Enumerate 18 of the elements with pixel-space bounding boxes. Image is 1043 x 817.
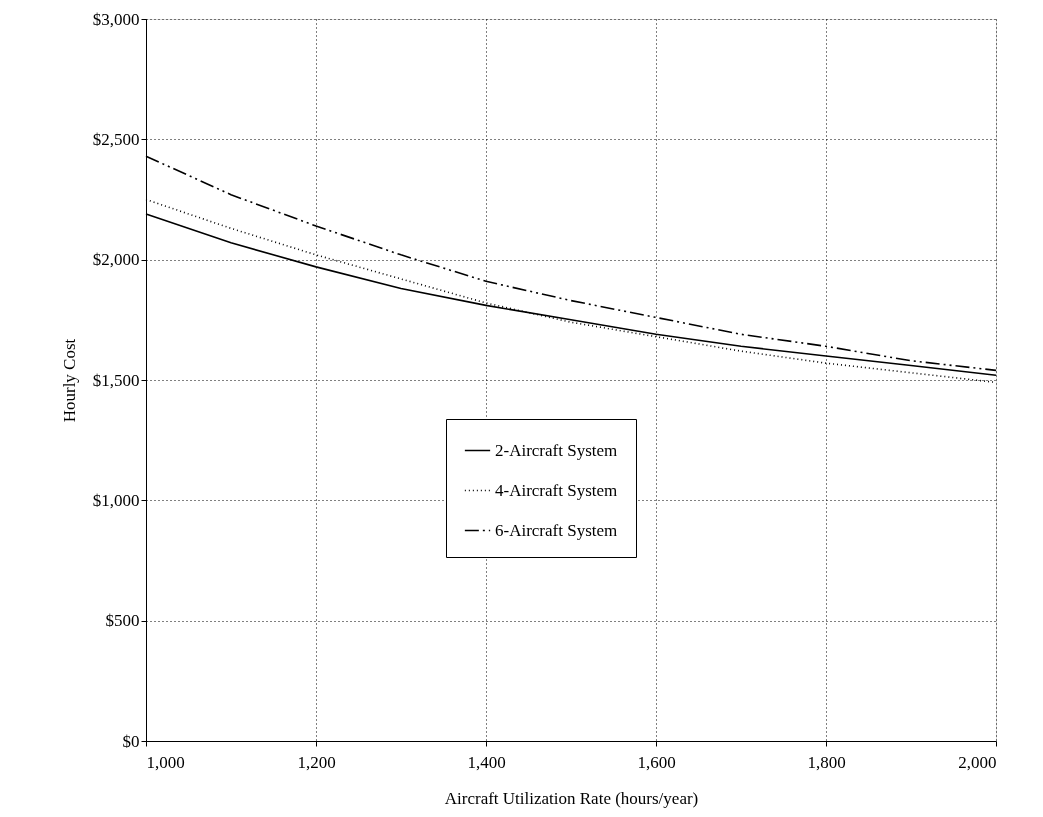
y-axis-title: Hourly Cost xyxy=(59,338,79,423)
x-tick-label: 2,000 xyxy=(958,752,997,772)
y-tick-label: $1,500 xyxy=(92,370,140,390)
x-tick-label: 1,800 xyxy=(807,752,846,772)
x-tick-label: 1,200 xyxy=(297,752,336,772)
legend-label: 4-Aircraft System xyxy=(495,480,618,500)
legend-label: 2-Aircraft System xyxy=(495,440,618,460)
y-tick-label: $500 xyxy=(105,611,140,631)
y-tick-label: $2,000 xyxy=(92,250,140,270)
x-tick-label: 1,000 xyxy=(146,752,185,772)
x-axis-title: Aircraft Utilization Rate (hours/year) xyxy=(444,788,699,808)
legend-label: 6-Aircraft System xyxy=(495,520,618,540)
x-tick-label: 1,400 xyxy=(467,752,506,772)
x-tick-label: 1,600 xyxy=(637,752,676,772)
y-tick-label: $3,000 xyxy=(92,9,140,29)
y-tick-label: $1,000 xyxy=(92,490,140,510)
y-tick-label: $2,500 xyxy=(92,129,140,149)
y-tick-label: $0 xyxy=(122,731,140,751)
